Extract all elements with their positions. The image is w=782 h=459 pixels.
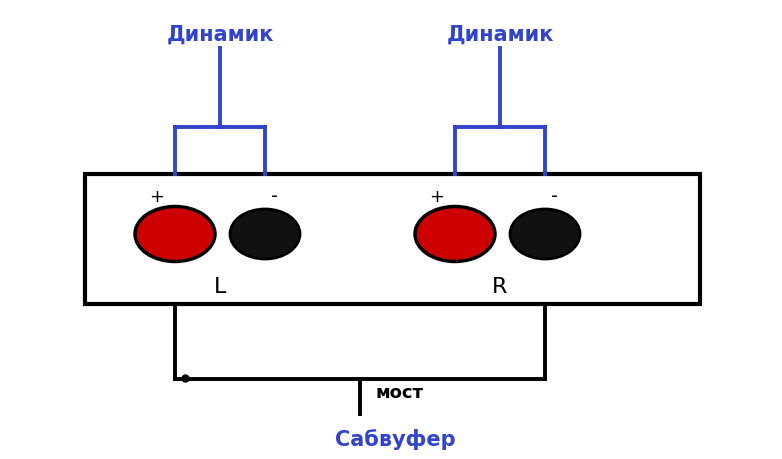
Text: Динамик: Динамик bbox=[447, 25, 554, 45]
Ellipse shape bbox=[230, 210, 300, 259]
Text: +: + bbox=[429, 188, 444, 206]
Text: -: - bbox=[271, 187, 278, 206]
Ellipse shape bbox=[415, 207, 495, 262]
Ellipse shape bbox=[135, 207, 215, 262]
Text: -: - bbox=[551, 187, 558, 206]
Text: Динамик: Динамик bbox=[167, 25, 274, 45]
Text: L: L bbox=[213, 276, 226, 297]
Ellipse shape bbox=[510, 210, 580, 259]
Text: +: + bbox=[149, 188, 164, 206]
Text: R: R bbox=[493, 276, 508, 297]
Text: Сабвуфер: Сабвуфер bbox=[335, 429, 455, 449]
Text: мост: мост bbox=[375, 383, 423, 401]
Bar bbox=[85, 174, 700, 304]
